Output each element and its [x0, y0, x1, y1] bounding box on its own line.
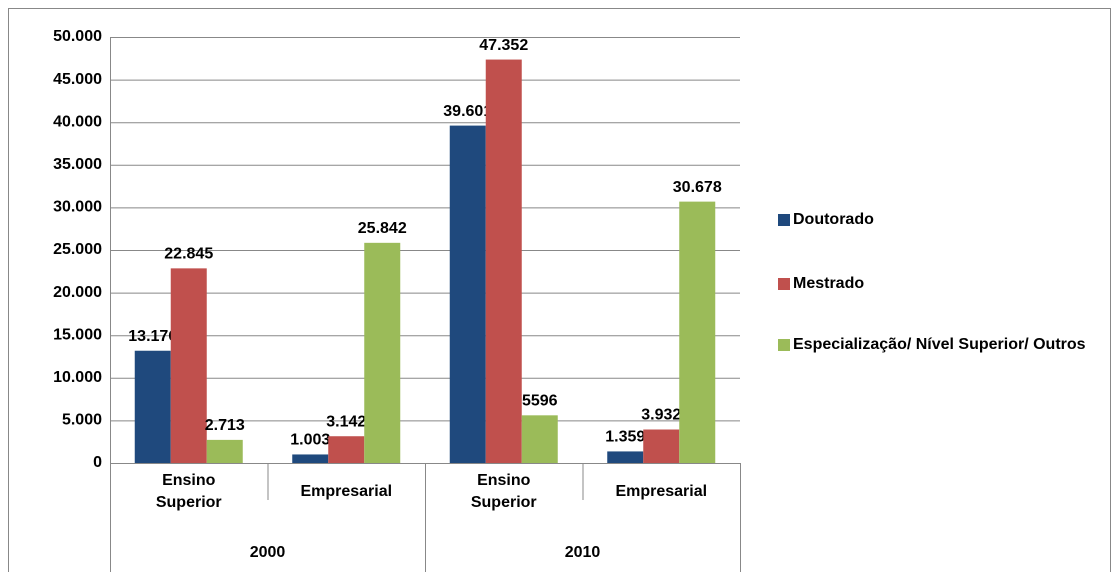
legend-label: Mestrado [793, 275, 864, 292]
y-tick-label: 35.000 [53, 156, 102, 173]
bar [206, 439, 243, 463]
y-tick-label: 40.000 [53, 113, 102, 130]
data-label: 2.713 [205, 417, 245, 434]
bar [449, 125, 486, 463]
bar [364, 242, 401, 463]
data-label: 30.678 [673, 179, 722, 196]
y-tick-label: 25.000 [53, 241, 102, 258]
y-tick-label: 0 [93, 454, 102, 471]
x-tick-label: Ensino Superior [156, 472, 222, 511]
legend-label: Especialização/ Nível Superior/ Outros [793, 336, 1086, 353]
bar [170, 268, 207, 463]
y-tick-label: 5.000 [62, 412, 102, 429]
bar [521, 415, 558, 463]
data-label: 3.932 [641, 407, 681, 424]
data-label: 5596 [522, 393, 558, 410]
bar [607, 451, 644, 463]
bar [643, 429, 680, 463]
data-label: 1.003 [290, 432, 330, 449]
group-label: 2010 [565, 544, 601, 561]
y-tick-label: 30.000 [53, 199, 102, 216]
y-tick-label: 10.000 [53, 369, 102, 386]
x-tick-label: Empresarial [300, 483, 392, 500]
bar [328, 436, 365, 463]
data-label: 39.601 [443, 103, 492, 120]
data-label: 22.845 [164, 246, 213, 263]
data-label: 3.142 [326, 413, 366, 430]
legend-swatch [778, 278, 790, 290]
bar [292, 454, 329, 463]
legend-swatch [778, 339, 790, 351]
data-label: 47.352 [479, 37, 528, 54]
legend-label: Doutorado [793, 211, 874, 228]
bar [485, 59, 522, 463]
group-label: 2000 [250, 544, 286, 561]
chart-border [8, 8, 1111, 572]
x-tick-label: Empresarial [615, 483, 707, 500]
x-tick-label: Ensino Superior [471, 472, 537, 511]
bar [134, 350, 171, 463]
y-tick-label: 20.000 [53, 284, 102, 301]
data-label: 13.176 [128, 328, 177, 345]
legend-swatch [778, 214, 790, 226]
data-label: 25.842 [358, 220, 407, 237]
y-tick-label: 15.000 [53, 326, 102, 343]
bar [679, 201, 716, 463]
y-tick-label: 45.000 [53, 71, 102, 88]
data-label: 1.359 [605, 429, 645, 446]
y-tick-label: 50.000 [53, 28, 102, 45]
